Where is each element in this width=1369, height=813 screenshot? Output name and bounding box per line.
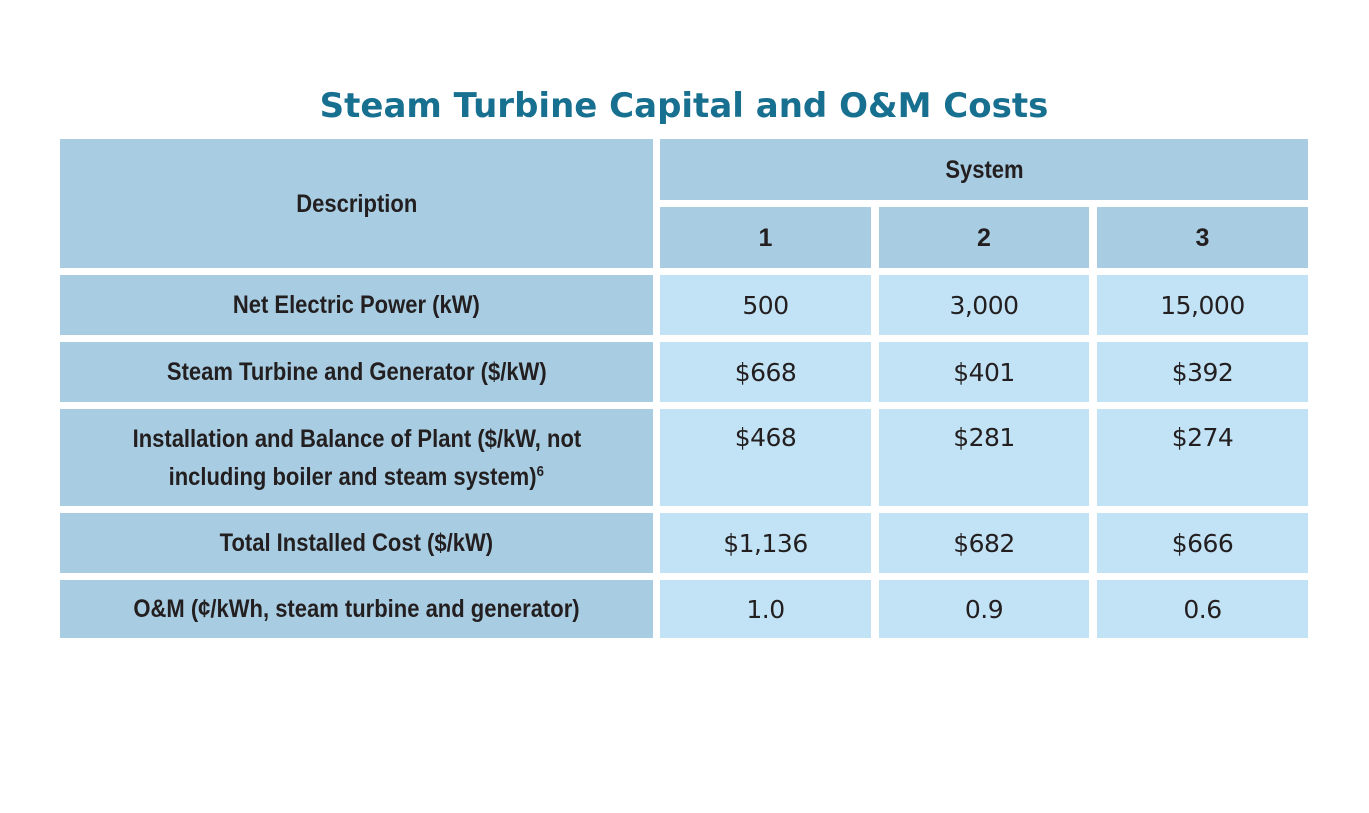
row-label-steam-turbine-generator: Steam Turbine and Generator ($/kW) [166, 358, 547, 386]
table-cell: $274 [1097, 409, 1308, 506]
system-column-1-cell: 1 [660, 207, 871, 268]
system-column-2: 2 [977, 223, 991, 252]
value-installation-system-3: $274 [1171, 423, 1234, 452]
description-header: Description [295, 189, 418, 218]
system-header: System [944, 155, 1024, 184]
value-turbine-system-1: $668 [734, 357, 797, 387]
value-om-system-3: 0.6 [1183, 594, 1222, 624]
value-turbine-system-2: $401 [953, 357, 1015, 387]
value-total-cost-system-1: $1,136 [723, 528, 808, 558]
row-label-installation-line-2-text: including boiler and steam system) [168, 462, 537, 491]
table-row-label-cell: Installation and Balance of Plant ($/kW,… [60, 409, 653, 506]
system-column-2-cell: 2 [879, 207, 1089, 268]
row-label-total-installed-cost: Total Installed Cost ($/kW) [219, 529, 494, 557]
table-title: Steam Turbine Capital and O&M Costs [319, 86, 1049, 126]
table-cell: $468 [660, 409, 871, 506]
system-column-3-cell: 3 [1097, 207, 1308, 268]
system-header-cell: System [660, 139, 1308, 200]
value-net-power-system-1: 500 [742, 290, 789, 320]
value-om-system-2: 0.9 [964, 594, 1004, 624]
table-cell: 15,000 [1097, 275, 1308, 335]
table-cell: 0.6 [1097, 580, 1308, 638]
value-net-power-system-3: 15,000 [1160, 290, 1245, 320]
system-column-3: 3 [1195, 223, 1210, 252]
table-row-label-cell: Net Electric Power (kW) [60, 275, 653, 335]
table-cell: $666 [1097, 513, 1308, 573]
value-total-cost-system-2: $682 [953, 528, 1015, 558]
value-net-power-system-2: 3,000 [949, 290, 1019, 320]
description-header-cell: Description [60, 139, 653, 268]
table-cell: 0.9 [879, 580, 1089, 638]
table-row-label-cell: Total Installed Cost ($/kW) [60, 513, 653, 573]
system-column-1: 1 [758, 223, 773, 252]
table-cell: $392 [1097, 342, 1308, 402]
row-label-installation-line-1: Installation and Balance of Plant ($/kW,… [132, 424, 581, 453]
table-cell: $682 [879, 513, 1089, 573]
table-cell: $401 [879, 342, 1089, 402]
row-label-net-electric-power: Net Electric Power (kW) [233, 291, 480, 319]
table-cell: 500 [660, 275, 871, 335]
value-total-cost-system-3: $666 [1171, 528, 1234, 558]
row-label-installation-line-2: including boiler and steam system)6 [169, 458, 544, 496]
row-label-om-cost: O&M (¢/kWh, steam turbine and generator) [133, 595, 580, 623]
table-cell: 1.0 [660, 580, 871, 638]
value-turbine-system-3: $392 [1171, 357, 1234, 387]
table-cell: $1,136 [660, 513, 871, 573]
table-row-label-cell: Steam Turbine and Generator ($/kW) [60, 342, 653, 402]
table-row-label-cell: O&M (¢/kWh, steam turbine and generator) [60, 580, 653, 638]
value-installation-system-1: $468 [734, 423, 797, 452]
table-cell: $281 [879, 409, 1089, 506]
value-om-system-1: 1.0 [746, 594, 785, 624]
footnote-marker: 6 [536, 462, 545, 480]
table-cell: 3,000 [879, 275, 1089, 335]
value-installation-system-2: $281 [953, 423, 1015, 452]
table-cell: $668 [660, 342, 871, 402]
